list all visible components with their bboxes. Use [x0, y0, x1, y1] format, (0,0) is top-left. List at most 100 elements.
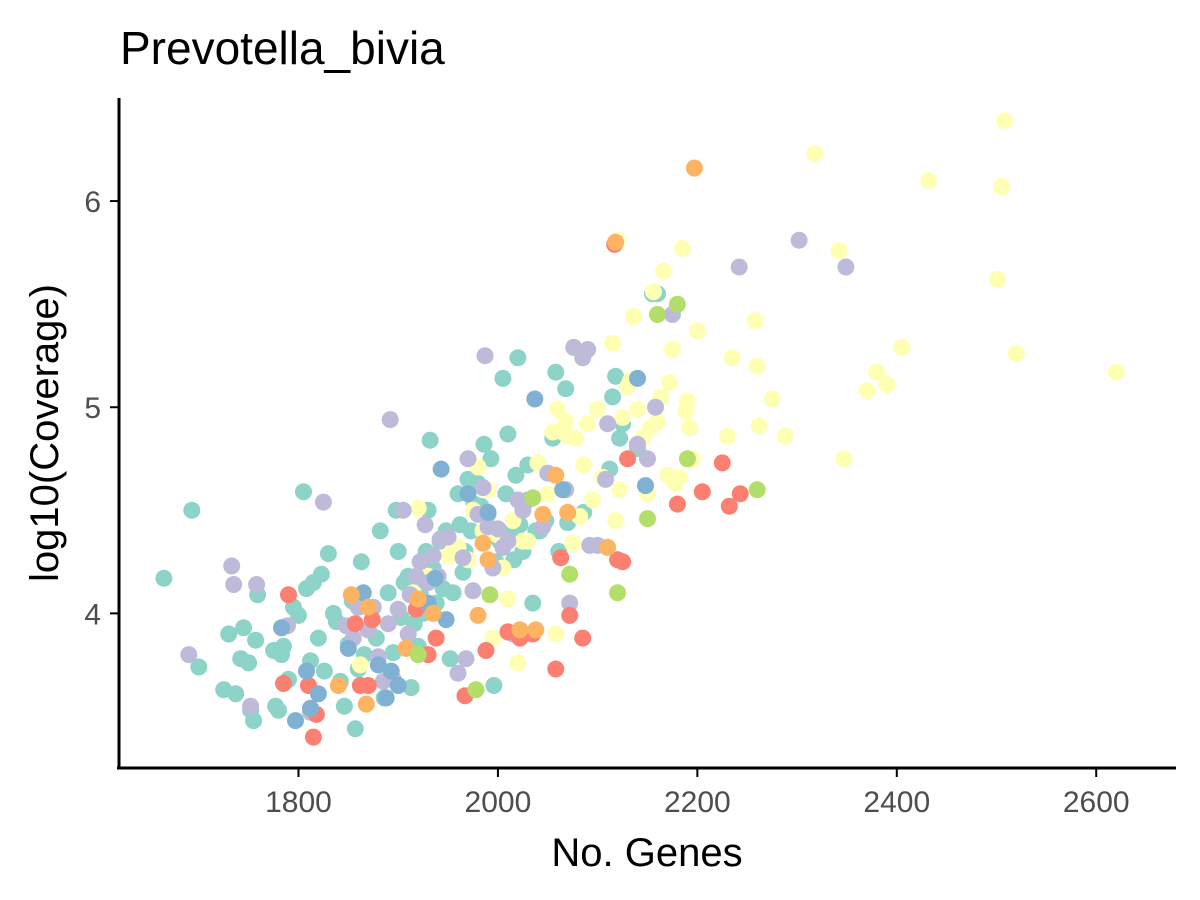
data-point: [649, 306, 666, 323]
data-point: [295, 483, 312, 501]
data-point: [482, 450, 500, 468]
data-point: [454, 549, 472, 567]
data-point: [312, 565, 330, 583]
data-point: [655, 262, 672, 280]
data-point: [381, 411, 399, 429]
data-point: [499, 425, 517, 443]
data-point: [416, 516, 434, 534]
data-point: [424, 604, 442, 622]
data-point: [611, 481, 629, 499]
data-point: [579, 341, 597, 358]
data-point: [304, 728, 322, 746]
data-point: [469, 606, 487, 624]
data-point: [402, 679, 420, 697]
data-point: [575, 456, 593, 474]
data-point: [459, 485, 477, 503]
data-point: [637, 477, 654, 495]
data-point: [462, 522, 480, 540]
data-point: [247, 631, 265, 649]
data-point: [476, 347, 494, 365]
data-point: [639, 510, 656, 528]
data-point: [475, 435, 493, 453]
data-point: [670, 468, 688, 486]
data-point: [314, 493, 332, 511]
data-point: [685, 159, 703, 177]
data-point: [597, 470, 615, 488]
data-point: [668, 295, 686, 313]
data-point: [245, 712, 263, 730]
data-point: [248, 576, 266, 593]
data-point: [394, 501, 412, 519]
data-point: [688, 322, 706, 340]
data-point: [379, 584, 397, 602]
data-point: [893, 338, 911, 356]
data-point: [614, 409, 632, 426]
data-point: [220, 625, 238, 643]
data-point: [629, 369, 646, 387]
y-tick-label: 6: [84, 186, 101, 219]
data-point: [547, 363, 565, 381]
data-point: [290, 606, 307, 624]
data-point: [335, 697, 353, 715]
data-point: [660, 374, 678, 391]
x-ticks: 1800 2000 2200 2400 2600: [265, 768, 1130, 819]
data-point: [479, 551, 497, 569]
data-point: [723, 349, 741, 367]
data-point: [619, 450, 637, 468]
data-point: [589, 400, 607, 418]
data-point: [920, 172, 938, 189]
data-point: [584, 491, 602, 509]
data-point: [547, 466, 565, 484]
data-point: [235, 619, 253, 637]
data-point: [467, 681, 485, 699]
data-point: [539, 485, 557, 503]
data-point: [776, 427, 794, 445]
data-point: [1107, 363, 1125, 381]
data-point: [554, 481, 572, 499]
data-point: [790, 231, 808, 249]
axes-layer: [117, 98, 1176, 770]
data-point: [713, 454, 731, 472]
x-axis-title: No. Genes: [551, 831, 742, 875]
data-point: [377, 689, 395, 707]
data-point: [474, 479, 492, 497]
data-point: [240, 654, 258, 672]
data-point: [599, 415, 617, 433]
data-point: [384, 644, 402, 662]
data-point: [477, 642, 495, 659]
data-point: [309, 629, 327, 647]
data-point: [342, 586, 360, 604]
data-point: [625, 308, 642, 325]
data-point: [629, 400, 646, 418]
data-point: [526, 390, 544, 408]
data-point: [439, 528, 457, 546]
data-point: [298, 662, 315, 680]
data-point: [604, 388, 622, 406]
data-point: [190, 658, 208, 676]
data-point: [379, 615, 397, 633]
points-layer: [155, 112, 1125, 746]
data-point: [273, 619, 290, 637]
data-point: [763, 390, 781, 408]
data-point: [673, 240, 691, 257]
data-point: [614, 553, 632, 571]
data-point: [481, 586, 499, 604]
data-point: [559, 503, 577, 521]
data-point: [806, 145, 824, 163]
data-point: [730, 258, 748, 276]
data-point: [607, 367, 625, 385]
data-point: [511, 621, 529, 639]
data-point: [996, 112, 1013, 130]
data-point: [509, 654, 527, 672]
data-point: [339, 639, 357, 657]
data-point: [227, 685, 245, 703]
data-point: [629, 435, 646, 453]
data-point: [499, 590, 517, 608]
data-point: [678, 392, 696, 410]
data-point: [302, 699, 319, 717]
data-point: [604, 334, 622, 352]
data-point: [155, 569, 173, 587]
data-point: [441, 650, 459, 668]
